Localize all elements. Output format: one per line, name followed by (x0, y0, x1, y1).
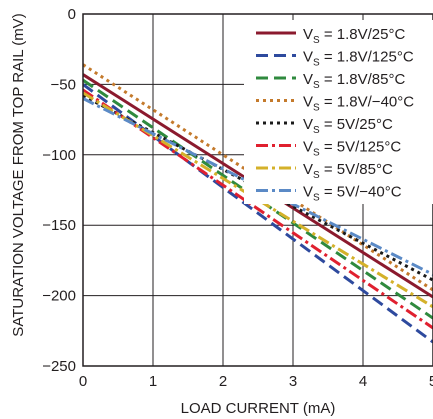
y-tick-label: −250 (42, 358, 76, 375)
y-axis-label: SATURATION VOLTAGE FROM TOP RAIL (mV) (10, 13, 27, 336)
legend-label: VS = 1.8V/125°C (303, 49, 414, 69)
legend-label: VS = 5V/−40°C (303, 184, 402, 204)
legend: VS = 1.8V/25°C VS = 1.8V/125°CVS = 1.8V/8… (244, 20, 433, 204)
y-tick-label: 0 (68, 6, 76, 23)
x-axis-label: LOAD CURRENT (mA) (181, 400, 336, 417)
legend-label: VS = 1.8V/−40°C (303, 94, 414, 114)
series-line (83, 78, 433, 320)
legend-label: VS = 1.8V/25°C (303, 26, 405, 46)
legend-label: VS = 5V/25°C (303, 116, 393, 136)
series-line (83, 83, 433, 344)
plot-frame (82, 13, 433, 367)
x-tick-label: 5 (429, 373, 433, 390)
legend-label: VS = 1.8V/85°C (303, 71, 405, 91)
y-tick-label: −150 (42, 217, 76, 234)
legend-label: VS = 5V/85°C (303, 161, 393, 181)
y-tick-label: −100 (42, 147, 76, 164)
y-tick-label: −200 (42, 288, 76, 305)
x-tick-label: 2 (219, 373, 227, 390)
x-tick-label: 0 (79, 373, 87, 390)
legend-background (244, 20, 433, 204)
y-tick-label: −50 (51, 76, 76, 93)
series-line (83, 88, 433, 330)
x-tick-label: 3 (289, 373, 297, 390)
x-tick-label: 1 (149, 373, 157, 390)
tick-labels: 0 1 2 3 4 5 0 −50 −100 −150 −200 −250 (42, 6, 433, 390)
legend-label: VS = 5V/125°C (303, 139, 401, 159)
x-tick-label: 4 (359, 373, 367, 390)
